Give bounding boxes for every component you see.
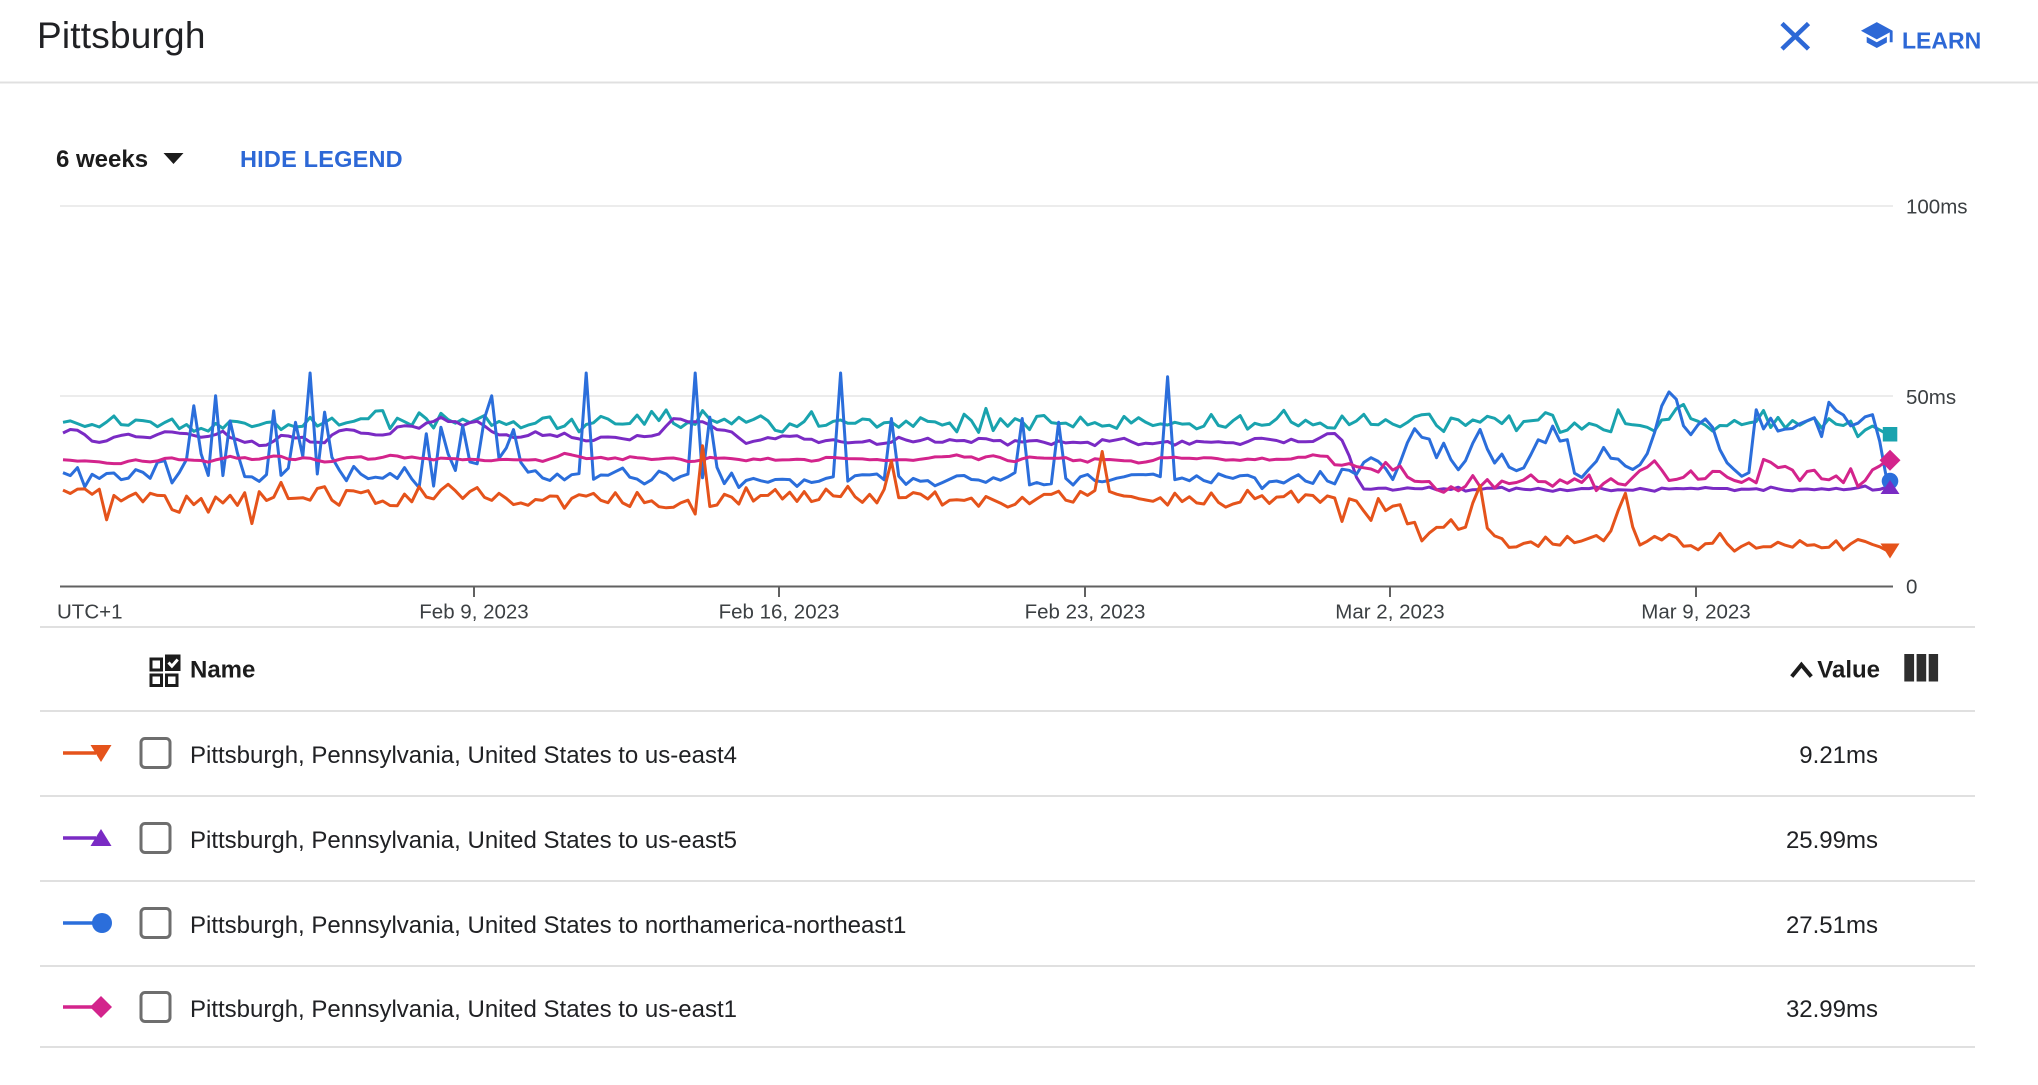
svg-text:Pittsburgh, Pennsylvania, Unit: Pittsburgh, Pennsylvania, United States … <box>190 912 906 939</box>
svg-text:6 weeks: 6 weeks <box>56 146 148 173</box>
svg-text:Mar 2, 2023: Mar 2, 2023 <box>1335 601 1444 624</box>
svg-text:Pittsburgh, Pennsylvania, Unit: Pittsburgh, Pennsylvania, United States … <box>190 742 737 769</box>
svg-text:Pittsburgh, Pennsylvania, Unit: Pittsburgh, Pennsylvania, United States … <box>190 996 737 1023</box>
svg-text:32.99ms: 32.99ms <box>1786 996 1878 1023</box>
svg-text:9.21ms: 9.21ms <box>1799 742 1878 769</box>
svg-text:50ms: 50ms <box>1906 386 1956 409</box>
svg-text:Feb 23, 2023: Feb 23, 2023 <box>1025 601 1146 624</box>
svg-text:Pittsburgh, Pennsylvania, Unit: Pittsburgh, Pennsylvania, United States … <box>190 827 737 854</box>
svg-text:UTC+1: UTC+1 <box>57 601 123 624</box>
svg-text:Pittsburgh: Pittsburgh <box>37 15 206 56</box>
svg-text:Mar 9, 2023: Mar 9, 2023 <box>1641 601 1750 624</box>
svg-text:0: 0 <box>1906 576 1917 599</box>
svg-text:Feb 16, 2023: Feb 16, 2023 <box>719 601 840 624</box>
svg-text:Name: Name <box>190 657 255 684</box>
svg-text:100ms: 100ms <box>1906 196 1968 219</box>
svg-text:25.99ms: 25.99ms <box>1786 827 1878 854</box>
svg-text:HIDE LEGEND: HIDE LEGEND <box>240 146 403 172</box>
svg-text:Feb 9, 2023: Feb 9, 2023 <box>419 601 528 624</box>
svg-text:Value: Value <box>1817 657 1880 684</box>
svg-text:27.51ms: 27.51ms <box>1786 912 1878 939</box>
svg-text:LEARN: LEARN <box>1902 28 1981 54</box>
